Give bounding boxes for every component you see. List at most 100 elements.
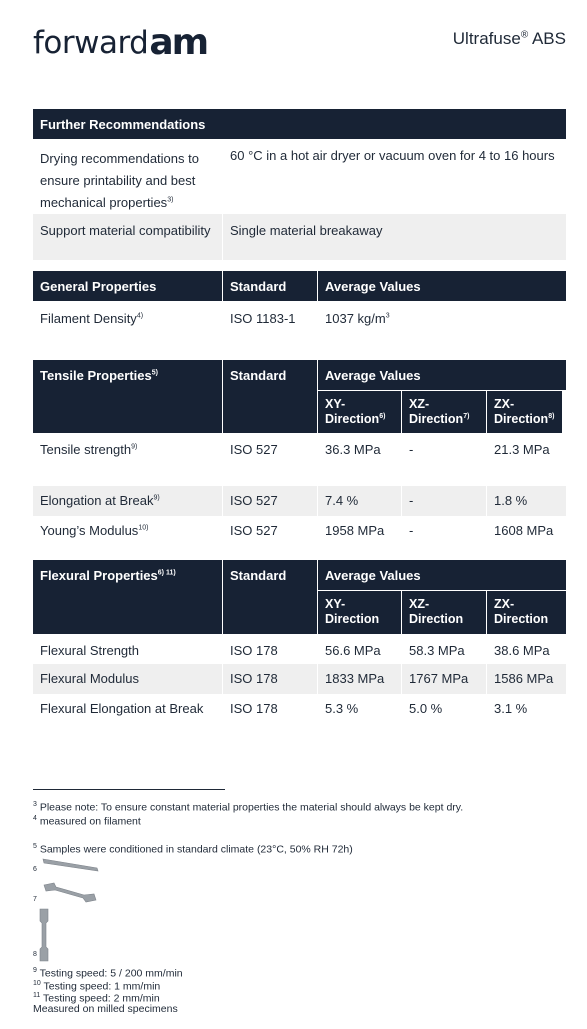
registered-mark: ® [520,29,529,41]
tensile-zx-label2: Direction [494,412,549,426]
tensile-xz-footnote-ref: 7) [463,412,470,420]
table-row: Flexural Strength ISO 178 56.6 MPa 58.3 … [33,634,566,664]
table-row: Elongation at Break9) ISO 527 7.4 % - 1.… [33,486,567,516]
logo-am: am [149,22,209,63]
tensile-xz-label2: Direction [409,412,464,426]
flexural-modulus-xz: 1767 MPa [401,664,486,694]
flexural-zx-label: ZX- [494,597,515,611]
tensile-properties-heading: Tensile Properties [40,368,152,383]
elongation-footnote-ref: 9) [153,494,160,502]
flexural-xy-heading: XY- Direction [317,590,401,634]
tensile-xy-heading: XY- Direction6) [317,390,401,433]
tensile-properties-table: Tensile Properties5) Standard Average Va… [33,360,567,546]
tensile-strength-xz: - [401,433,486,486]
flexural-modulus-label: Flexural Modulus [33,664,222,694]
density-value: 1037 kg/m [325,311,386,326]
flexural-strength-xy: 56.6 MPa [317,634,401,664]
tensile-strength-footnote-ref: 9) [131,443,138,451]
footnote-8-number: 8 [33,951,37,958]
flexural-elongation-zx: 3.1 % [486,694,566,724]
tensile-specimen-zx-image [39,908,49,962]
flexural-standard-heading: Standard [222,560,317,634]
product-name: Ultrafuse [452,29,521,48]
youngs-modulus-zx: 1608 MPa [486,516,566,546]
flexural-xz-label2: Direction [409,612,464,626]
density-footnote-ref: 4) [136,312,144,320]
general-average-heading: Average Values [317,271,566,301]
flexural-strength-label: Flexural Strength [40,643,139,658]
flexural-elongation-xy: 5.3 % [317,694,401,724]
flexural-zx-label2: Direction [494,612,549,626]
youngs-modulus-xz: - [401,516,486,546]
footnote-3-text: Please note: To ensure constant material… [36,801,464,814]
flexural-strength-zx: 38.6 MPa [486,634,566,664]
footnote-10-number: 10 [33,980,41,987]
tensile-properties-heading-cell: Tensile Properties5) [33,360,222,433]
footnote-6: 6 [33,864,37,879]
footnote-11: 11 Testing speed: 2 mm/min [33,990,160,1005]
flexural-properties-heading-cell: Flexural Properties6) 11) [33,560,222,634]
logo-text: forward [33,25,149,61]
youngs-modulus-xy: 1958 MPa [317,516,401,546]
footnote-7: 7 [33,894,37,909]
flexural-specimen-image [42,858,99,872]
flexural-elongation-xz: 5.0 % [401,694,486,724]
density-unit-exponent: 3 [385,312,390,320]
flexural-footnote-ref: 6) 11) [157,569,176,577]
footnote-11-text: Testing speed: 2 mm/min [40,992,160,1005]
table-row: Flexural Elongation at Break ISO 178 5.3… [33,694,566,724]
tensile-standard-heading: Standard [222,360,317,433]
tensile-strength-label: Tensile strength [40,442,132,457]
footnote-10-text: Testing speed: 1 mm/min [40,980,161,993]
further-recommendations-heading: Further Recommendations [33,109,567,139]
tensile-xy-label2: Direction [325,412,380,426]
footnote-9-text: Testing speed: 5 / 200 mm/min [36,967,183,980]
tensile-xy-label: XY- [325,397,346,411]
tensile-average-heading: Average Values [317,360,567,390]
flexural-elongation-standard: ISO 178 [222,694,317,724]
product-title: Ultrafuse® ABS [453,29,566,49]
flexural-strength-standard: ISO 178 [222,634,317,664]
tensile-footnote-ref: 5) [151,369,158,377]
flexural-strength-xz: 58.3 MPa [401,634,486,664]
drying-footnote-ref: 3) [167,196,174,204]
youngs-modulus-label-cell: Young’s Modulus10) [33,516,222,546]
tensile-xz-label: XZ- [409,397,430,411]
tensile-specimen-xz-image [43,882,97,903]
footnote-5: 5 Samples were conditioned in standard c… [33,841,353,856]
footnote-6-number: 6 [33,866,37,873]
support-value: Single material breakaway [222,214,567,260]
product-suffix: ABS [528,29,566,48]
flexural-xz-label: XZ- [409,597,430,611]
elongation-xy: 7.4 % [317,486,401,516]
general-properties-table: General Properties Standard Average Valu… [33,271,566,333]
drying-label-cell: Drying recommendations to ensure printab… [33,139,222,214]
footnote-9-number: 9 [33,967,37,974]
youngs-modulus-label: Young’s Modulus [40,523,139,538]
tensile-strength-zx: 21.3 MPa [486,433,566,486]
footnote-7-number: 7 [33,896,37,903]
footnote-8: 8 [33,949,37,964]
footnote-5-number: 5 [33,843,37,850]
flexural-modulus-zx: 1586 MPa [486,664,567,694]
tensile-zx-footnote-ref: 8) [548,412,555,420]
elongation-label-cell: Elongation at Break9) [33,486,222,516]
elongation-xz: - [401,486,486,516]
milled-specimens-note: Measured on milled specimens [33,1003,178,1015]
drying-value: 60 °C in a hot air dryer or vacuum oven … [222,139,566,214]
flexural-zx-heading: ZX- Direction [486,590,567,634]
density-label: Filament Density [40,311,137,326]
footnote-5-text: Samples were conditioned in standard cli… [36,843,353,856]
footnote-11-number: 11 [33,992,41,999]
table-row: Young’s Modulus10) ISO 527 1958 MPa - 16… [33,516,566,546]
footnote-divider [33,789,225,790]
tensile-strength-standard: ISO 527 [222,433,317,486]
tensile-xz-heading: XZ- Direction7) [401,390,486,433]
drying-label: Drying recommendations to ensure printab… [40,151,199,210]
flexural-modulus-standard: ISO 178 [222,664,317,694]
density-standard: ISO 1183-1 [222,301,317,333]
further-recommendations-table: Further Recommendations Drying recommend… [33,109,567,260]
general-properties-heading: General Properties [33,271,222,301]
youngs-modulus-footnote-ref: 10) [138,524,149,532]
general-standard-heading: Standard [222,271,317,301]
